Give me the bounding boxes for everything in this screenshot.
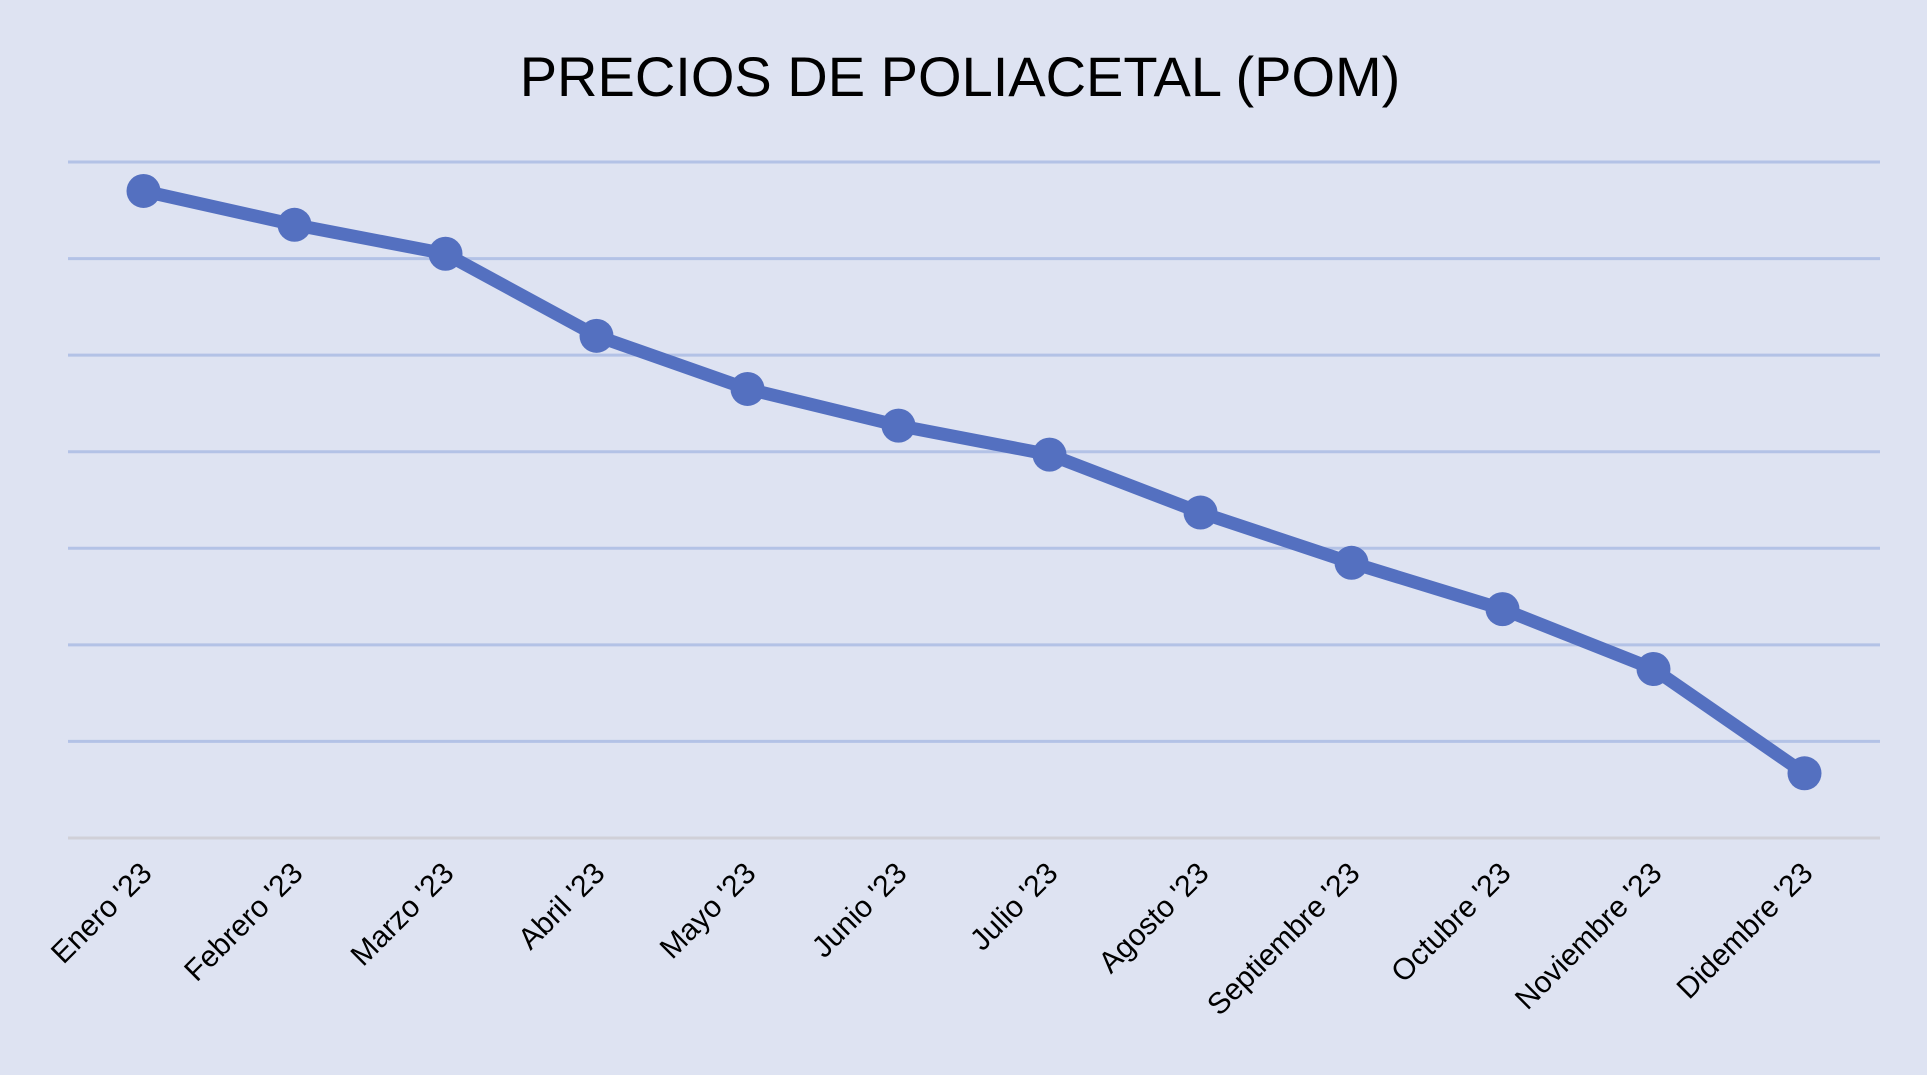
gridlines: [68, 160, 1880, 840]
data-point: [1787, 756, 1822, 791]
data-point: [579, 318, 614, 353]
series-layer: [126, 173, 1822, 791]
data-point: [1485, 592, 1520, 627]
chart-title: PRECIOS DE POLIACETAL (POM): [520, 45, 1401, 108]
data-point: [428, 236, 463, 271]
data-point: [277, 207, 312, 242]
data-point: [1032, 437, 1067, 472]
data-point: [1636, 652, 1671, 686]
data-point: [1334, 545, 1369, 580]
data-point: [126, 173, 161, 208]
data-point: [881, 408, 916, 443]
data-point: [1183, 495, 1218, 530]
data-point: [730, 371, 765, 406]
series-line: [137, 184, 1811, 780]
